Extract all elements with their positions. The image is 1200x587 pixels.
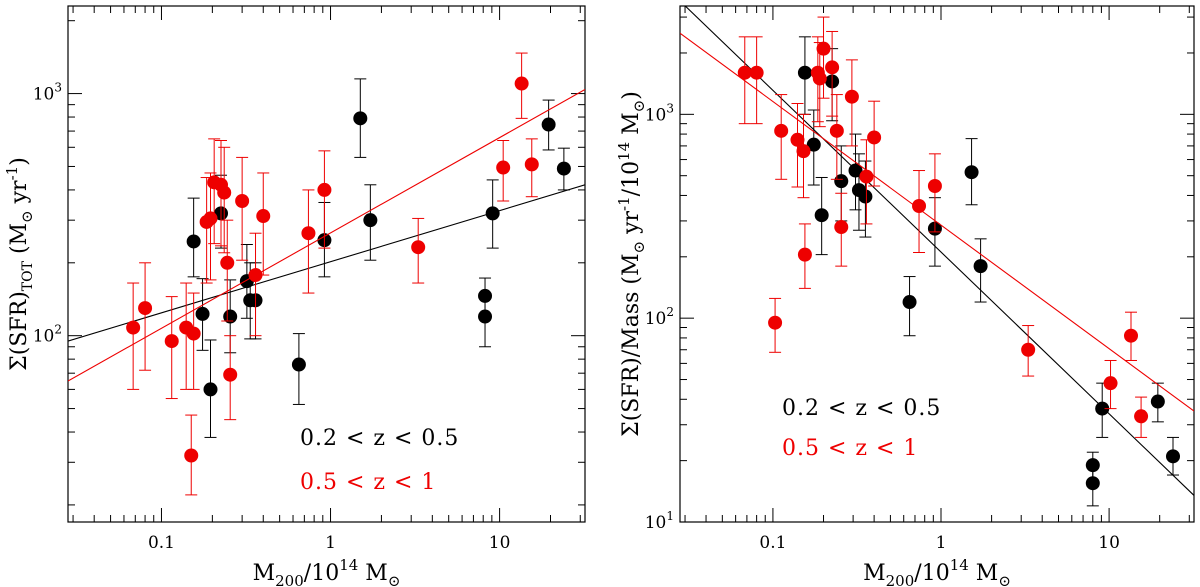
series-high-z <box>68 52 585 496</box>
y-axis-label: Σ(SFR)TOT (M⊙ yr-1) <box>3 157 36 371</box>
data-point <box>186 326 201 341</box>
data-point <box>867 130 882 145</box>
series-low-z <box>68 78 585 438</box>
data-point <box>1085 476 1100 491</box>
data-point <box>806 137 821 152</box>
data-point <box>1021 342 1036 357</box>
legend: 0.2 < z < 0.5 0.5 < z < 1 <box>300 426 459 495</box>
data-point <box>514 76 529 91</box>
data-point <box>223 367 238 382</box>
x-tick-label: 10 <box>489 533 511 553</box>
x-tick-label: 1 <box>325 533 336 553</box>
data-point <box>768 315 783 330</box>
series-low-z <box>684 6 1194 507</box>
data-point <box>1123 328 1138 343</box>
data-point <box>797 247 812 262</box>
y-tick-label: 103 <box>645 101 674 125</box>
data-point <box>858 189 873 204</box>
data-point <box>301 226 316 241</box>
data-point <box>973 259 988 274</box>
data-point <box>797 65 812 80</box>
legend-entry: 0.2 < z < 0.5 <box>300 426 459 451</box>
x-axis-label: M200/1014 M⊙ <box>253 556 401 587</box>
plot-frame <box>679 5 1195 523</box>
data-point <box>363 213 378 228</box>
legend-entry: 0.5 < z < 1 <box>300 470 436 495</box>
data-point <box>291 357 306 372</box>
fit-line <box>684 6 1194 496</box>
plot-area <box>68 52 585 496</box>
data-point <box>203 211 218 226</box>
left-panel-sfr-total: 0.1 1 10 102 103 M200/1014 M⊙ Σ(SFR)TOT (M⊙ yr… <box>3 5 586 587</box>
x-tick-label: 0.1 <box>759 533 786 553</box>
y-tick-label: 103 <box>33 81 62 105</box>
data-point <box>317 182 332 197</box>
data-point <box>829 123 844 138</box>
data-point <box>138 301 153 316</box>
data-point <box>126 320 141 335</box>
x-tick-label: 10 <box>1098 533 1120 553</box>
data-point <box>927 179 942 194</box>
data-point <box>256 209 271 224</box>
x-axis-label: M200/1014 M⊙ <box>863 556 1011 587</box>
data-point <box>834 174 849 189</box>
data-point <box>834 220 849 235</box>
data-point <box>220 255 235 270</box>
data-point <box>1165 449 1180 464</box>
data-point <box>1134 409 1149 424</box>
y-axis-label: Σ(SFR)/Mass (M⊙ yr-1/1014 M⊙) <box>615 91 648 437</box>
data-point <box>844 89 859 104</box>
x-tick-label: 1 <box>936 533 947 553</box>
data-point <box>203 382 218 397</box>
data-point <box>217 185 232 200</box>
legend-entry: 0.2 < z < 0.5 <box>782 396 941 421</box>
fit-line <box>680 32 1194 412</box>
data-point <box>556 161 571 176</box>
data-point <box>1150 394 1165 409</box>
data-point <box>774 123 789 138</box>
right-panel-sfr-per-mass: 0.1 1 10 101 102 103 M200/1014 M⊙ Σ(SFR)/Mass (… <box>615 5 1195 587</box>
data-point <box>195 306 210 321</box>
data-point <box>524 157 539 172</box>
data-point <box>964 165 979 180</box>
data-point <box>235 194 250 209</box>
data-point <box>912 199 927 214</box>
data-point <box>411 240 426 255</box>
data-point <box>859 169 874 184</box>
series-high-z <box>680 16 1194 438</box>
data-point <box>814 208 829 223</box>
plot-frame <box>67 5 586 523</box>
data-point <box>485 206 500 221</box>
plot-area <box>680 6 1194 507</box>
data-point <box>184 448 199 463</box>
data-point <box>1103 376 1118 391</box>
legend-entry: 0.5 < z < 1 <box>782 436 918 461</box>
data-point <box>478 309 493 324</box>
x-tick-label: 0.1 <box>148 533 175 553</box>
data-point <box>749 65 764 80</box>
data-point <box>737 65 752 80</box>
data-point <box>223 309 238 324</box>
fit-line <box>68 88 585 382</box>
data-point <box>825 60 840 75</box>
axis-ticks <box>680 6 1194 523</box>
data-point <box>1095 401 1110 416</box>
data-point <box>541 117 556 132</box>
data-point <box>790 132 805 147</box>
data-point <box>164 334 179 349</box>
data-point <box>816 41 831 56</box>
y-tick-label: 101 <box>645 509 674 533</box>
data-point <box>248 268 263 283</box>
legend: 0.2 < z < 0.5 0.5 < z < 1 <box>782 396 941 461</box>
data-point <box>496 160 511 175</box>
data-point <box>902 295 917 310</box>
axis-ticks <box>68 6 585 522</box>
data-point <box>353 111 368 126</box>
y-tick-label: 102 <box>33 323 62 347</box>
y-tick-label: 102 <box>645 305 674 329</box>
data-point <box>796 144 811 159</box>
data-point <box>186 234 201 249</box>
data-point <box>812 71 827 86</box>
